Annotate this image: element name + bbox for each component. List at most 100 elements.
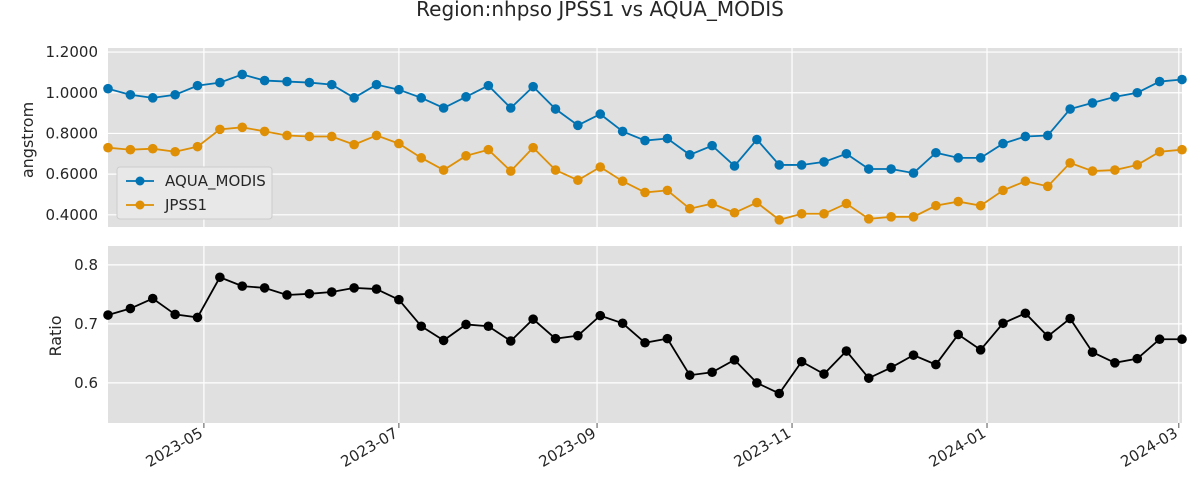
ratio-series-point-5 bbox=[215, 272, 225, 283]
aqua-modis-series-point-37 bbox=[931, 147, 941, 158]
top-y-axis-label: angstrom bbox=[18, 102, 37, 178]
aqua-modis-series-point-39 bbox=[975, 153, 986, 163]
aqua-modis-series-point-5 bbox=[215, 77, 225, 88]
jpss1-series-point-32 bbox=[819, 208, 829, 219]
aqua-modis-series-point-36 bbox=[908, 168, 919, 178]
ratio-series-point-29 bbox=[752, 378, 762, 388]
jpss1-series-point-22 bbox=[595, 162, 606, 172]
aqua-modis-series-point-23 bbox=[617, 126, 628, 137]
aqua-modis-series-point-14 bbox=[416, 93, 427, 103]
jpss1-series-point-33 bbox=[841, 198, 852, 209]
jpss1-series-point-39 bbox=[975, 200, 986, 211]
jpss1-series-point-26 bbox=[684, 203, 695, 214]
ratio-series-point-8 bbox=[282, 290, 292, 300]
jpss1-series-point-24 bbox=[640, 187, 650, 198]
aqua-modis-series-point-34 bbox=[863, 164, 874, 174]
aqua-modis-series-point-26 bbox=[684, 149, 695, 160]
x-tick-0: 2023-05 bbox=[143, 424, 206, 471]
jpss1-series-point-48 bbox=[1177, 144, 1187, 155]
jpss1-series-point-12 bbox=[371, 130, 382, 141]
jpss1-series-point-44 bbox=[1087, 166, 1098, 176]
jpss1-series-point-18 bbox=[505, 166, 516, 176]
aqua-modis-series-point-12 bbox=[371, 79, 382, 90]
ratio-series-point-43 bbox=[1065, 313, 1075, 324]
jpss1-series-point-35 bbox=[886, 212, 896, 222]
jpss1-series-point-37 bbox=[931, 200, 941, 211]
ratio-series-point-25 bbox=[662, 333, 673, 344]
aqua-modis-series-point-6 bbox=[237, 69, 248, 80]
legend-aqua-label: AQUA_MODIS bbox=[165, 172, 266, 191]
ratio-series-point-24 bbox=[640, 337, 650, 348]
bottom-plot-area bbox=[108, 246, 1182, 423]
ratio-series-point-47 bbox=[1154, 334, 1165, 345]
aqua-modis-series-point-25 bbox=[662, 133, 673, 144]
ratio-series-point-44 bbox=[1087, 347, 1098, 358]
x-tick-2: 2023-09 bbox=[536, 424, 599, 471]
aqua-modis-series-point-17 bbox=[483, 80, 494, 91]
jpss1-series-point-46 bbox=[1132, 160, 1143, 170]
ratio-series-point-16 bbox=[461, 319, 471, 330]
jpss1-series-point-43 bbox=[1065, 158, 1075, 168]
jpss1-series-point-11 bbox=[349, 139, 359, 150]
ratio-series-point-34 bbox=[863, 373, 874, 383]
aqua-modis-series-point-2 bbox=[147, 93, 158, 103]
aqua-modis-series-point-22 bbox=[595, 109, 606, 119]
aqua-modis-series-point-45 bbox=[1110, 92, 1120, 102]
jpss1-series-point-1 bbox=[125, 144, 136, 155]
x-tick-labels: 2023-05 2023-07 2023-09 2023-11 2024-01 2024-… bbox=[143, 423, 1181, 471]
aqua-modis-series-point-8 bbox=[282, 76, 292, 87]
ratio-series-point-35 bbox=[886, 362, 896, 373]
aqua-modis-series-point-15 bbox=[438, 103, 449, 113]
top-y-tick-0: 0.4000 bbox=[46, 206, 99, 224]
ratio-series-point-17 bbox=[483, 321, 494, 332]
top-y-tick-2: 0.8000 bbox=[46, 124, 99, 142]
jpss1-series-point-17 bbox=[483, 144, 494, 155]
aqua-modis-series-point-21 bbox=[573, 120, 583, 131]
ratio-series-point-11 bbox=[349, 283, 359, 293]
jpss1-series-point-15 bbox=[438, 165, 449, 175]
jpss1-series-point-21 bbox=[573, 175, 583, 186]
aqua-modis-series-point-43 bbox=[1065, 104, 1075, 114]
aqua-modis-series-point-1 bbox=[125, 89, 136, 100]
aqua-modis-series-point-35 bbox=[886, 164, 896, 174]
ratio-series-point-4 bbox=[192, 312, 203, 323]
jpss1-series-point-8 bbox=[282, 130, 292, 141]
top-series-group bbox=[103, 69, 1187, 225]
ratio-series-point-36 bbox=[908, 350, 919, 360]
ratio-series-point-23 bbox=[617, 318, 628, 329]
top-y-tick-3: 1.0000 bbox=[46, 84, 99, 102]
aqua-modis-series-point-41 bbox=[1020, 131, 1031, 142]
jpss1-series-point-23 bbox=[617, 176, 628, 187]
jpss1-series-point-36 bbox=[908, 212, 919, 222]
bottom-y-tick-0: 0.6 bbox=[74, 374, 98, 392]
jpss1-series-point-20 bbox=[550, 165, 561, 175]
ratio-series-point-26 bbox=[684, 370, 695, 381]
ratio-series-point-39 bbox=[975, 345, 986, 355]
ratio-series-point-30 bbox=[774, 388, 785, 399]
ratio-series-point-42 bbox=[1042, 331, 1053, 342]
ratio-series-point-31 bbox=[796, 356, 807, 367]
jpss1-series-point-7 bbox=[259, 126, 270, 137]
ratio-series-point-27 bbox=[707, 367, 717, 378]
jpss1-series-point-47 bbox=[1154, 146, 1165, 157]
ratio-series-point-32 bbox=[819, 369, 829, 379]
bottom-y-axis-label: Ratio bbox=[46, 315, 65, 356]
aqua-modis-series-point-11 bbox=[349, 93, 359, 103]
ratio-series-point-21 bbox=[573, 330, 583, 341]
ratio-series-point-33 bbox=[841, 346, 852, 356]
aqua-modis-series-point-3 bbox=[170, 89, 180, 100]
legend[interactable]: AQUA_MODIS JPSS1 bbox=[116, 166, 273, 220]
top-y-tick-labels: 0.4000 0.6000 0.8000 1.0000 1.2000 bbox=[46, 43, 99, 224]
bottom-y-tick-1: 0.7 bbox=[74, 315, 98, 333]
jpss1-series-point-2 bbox=[147, 143, 158, 154]
ratio-series-point-22 bbox=[595, 310, 606, 321]
bottom-y-tick-labels: 0.6 0.7 0.8 bbox=[74, 256, 98, 392]
ratio-series-point-45 bbox=[1110, 358, 1120, 368]
jpss1-series-point-9 bbox=[304, 131, 315, 142]
jpss1-series-point-5 bbox=[215, 124, 225, 135]
jpss1-series-point-13 bbox=[394, 138, 404, 149]
jpss1-series-point-45 bbox=[1110, 165, 1120, 175]
legend-jpss1-label: JPSS1 bbox=[164, 196, 207, 214]
ratio-series-point-40 bbox=[998, 318, 1008, 329]
